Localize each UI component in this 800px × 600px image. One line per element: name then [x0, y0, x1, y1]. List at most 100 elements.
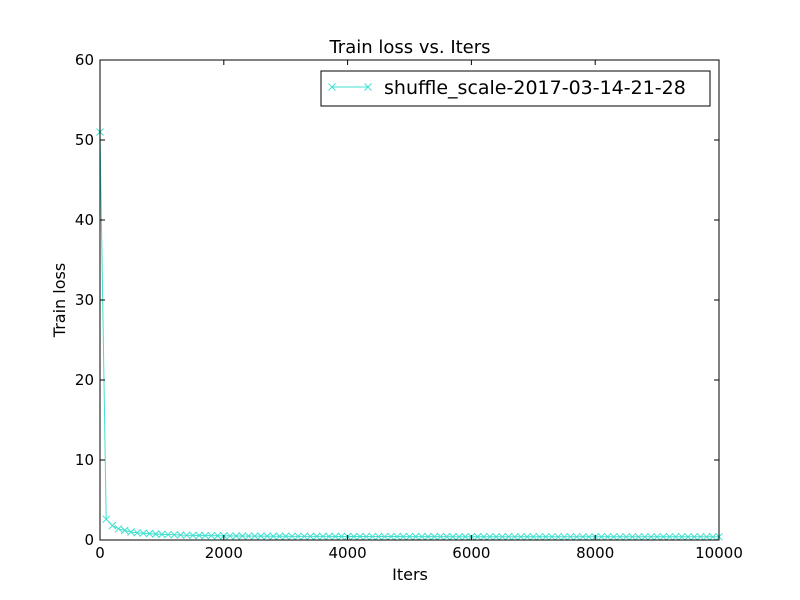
- data-point: [238, 532, 247, 540]
- data-point: [195, 531, 203, 540]
- legend-swatch: [328, 83, 372, 91]
- data-point: [486, 532, 494, 541]
- data-point: [647, 532, 655, 541]
- x-tick-label: 10000: [695, 544, 743, 562]
- data-point: [133, 528, 141, 537]
- data-point: [535, 532, 544, 541]
- data-point: [164, 530, 172, 539]
- data-point: [523, 532, 531, 541]
- data-point: [411, 532, 420, 541]
- data-point: [362, 532, 371, 541]
- data-point: [665, 532, 674, 541]
- plot-frame: [99, 59, 720, 541]
- data-point: [430, 532, 439, 541]
- data-point: [504, 532, 513, 541]
- data-point: [560, 532, 569, 541]
- data-point: [455, 532, 463, 541]
- data-point: [151, 530, 160, 538]
- data-point: [659, 532, 668, 541]
- legend: shuffle_scale-2017-03-14-21-28: [320, 70, 711, 107]
- data-point: [418, 532, 426, 541]
- x-tick-label: 8000: [576, 544, 614, 562]
- legend-marker: [328, 83, 336, 91]
- data-point: [541, 532, 550, 541]
- data-point: [263, 532, 271, 541]
- data-point: [306, 532, 315, 541]
- data-point: [325, 532, 333, 541]
- data-point: [387, 532, 395, 541]
- data-point: [374, 532, 383, 541]
- data-point: [244, 532, 253, 540]
- data-point: [226, 532, 234, 540]
- data-point: [684, 532, 692, 541]
- plot-area: [96, 128, 723, 541]
- data-point: [640, 532, 649, 541]
- x-tick-label: 4000: [329, 544, 367, 562]
- data-point: [393, 532, 401, 541]
- x-axis-label: Iters: [392, 565, 428, 584]
- data-point: [356, 532, 364, 541]
- data-point: [288, 532, 296, 541]
- data-point: [492, 532, 501, 541]
- data-point: [622, 532, 631, 541]
- data-point: [690, 532, 699, 541]
- data-point: [114, 524, 123, 533]
- data-point: [188, 531, 197, 540]
- data-point: [436, 532, 445, 541]
- data-point: [158, 530, 166, 539]
- y-tick-label: 0: [84, 531, 94, 549]
- x-tick-label: 0: [95, 544, 105, 562]
- data-point: [510, 532, 519, 541]
- data-point: [678, 532, 686, 541]
- data-point: [405, 532, 414, 541]
- data-point: [312, 532, 321, 541]
- y-axis-label: Train loss: [50, 263, 69, 338]
- data-point: [257, 532, 265, 541]
- data-point: [616, 532, 624, 541]
- y-tick-label: 20: [75, 371, 94, 389]
- legend-label: shuffle_scale-2017-03-14-21-28: [384, 77, 686, 99]
- data-point: [380, 532, 389, 541]
- data-point: [139, 529, 148, 538]
- data-point: [702, 532, 711, 541]
- data-point: [529, 532, 538, 541]
- data-point: [294, 532, 302, 541]
- axis-ticks: 0 2000 4000 6000 8000 10000 0 10 20 30 40 50 60: [75, 51, 743, 562]
- data-point: [145, 529, 154, 538]
- data-point: [368, 532, 377, 541]
- data-point: [127, 528, 135, 536]
- x-tick-label: 2000: [205, 544, 243, 562]
- data-point: [275, 532, 284, 541]
- data-point: [201, 531, 210, 540]
- data-point: [609, 532, 618, 541]
- data-point: [232, 532, 241, 540]
- data-point: [554, 532, 562, 541]
- data-point: [585, 532, 593, 541]
- data-point: [281, 532, 290, 541]
- legend-box: [320, 70, 711, 107]
- x-tick-label: 6000: [452, 544, 490, 562]
- data-point: [597, 532, 606, 541]
- data-point: [548, 532, 556, 541]
- data-point: [448, 532, 457, 541]
- data-point: [213, 531, 222, 540]
- data-point: [473, 532, 482, 541]
- data-point: [708, 532, 717, 541]
- data-point: [182, 531, 191, 540]
- data-point: [349, 532, 358, 541]
- data-point: [331, 532, 340, 541]
- y-tick-label: 30: [75, 291, 94, 309]
- data-point: [653, 532, 661, 541]
- data-point: [628, 532, 637, 541]
- data-point: [671, 532, 680, 541]
- data-point: [461, 532, 470, 541]
- data-point: [318, 532, 327, 541]
- data-point: [269, 532, 278, 541]
- data-point: [603, 532, 612, 541]
- data-point: [498, 532, 507, 541]
- data-point: [424, 532, 432, 541]
- data-point: [120, 526, 129, 535]
- data-point: [170, 530, 179, 539]
- data-point: [250, 532, 259, 540]
